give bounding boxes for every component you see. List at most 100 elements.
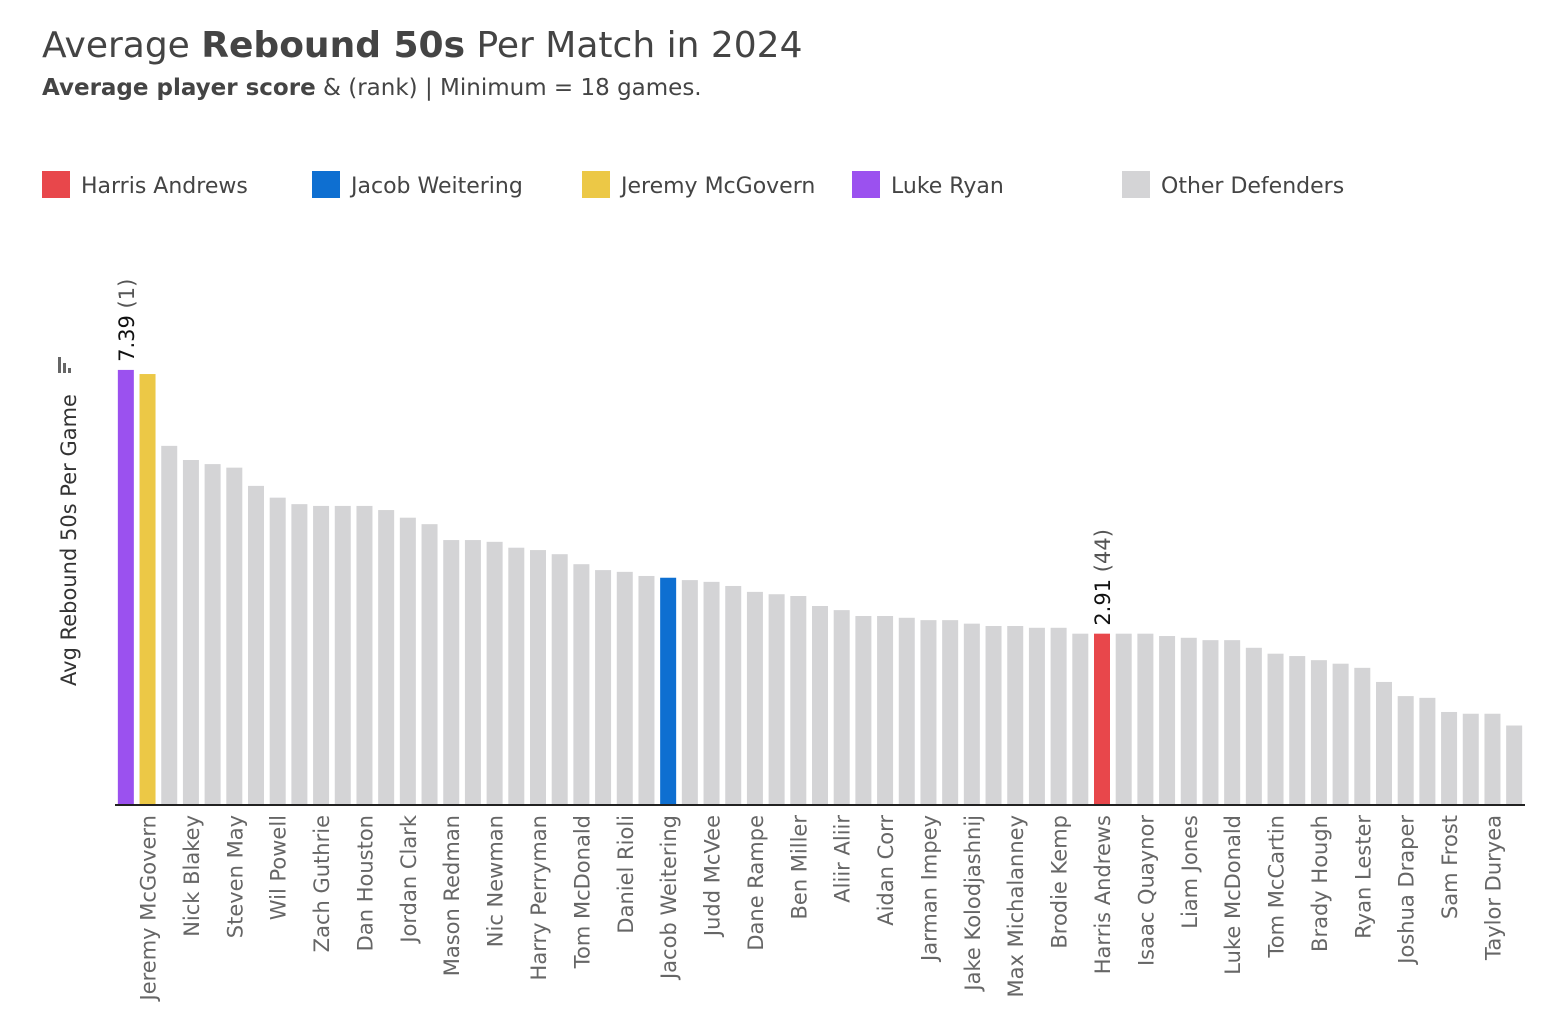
- x-tick-label: Dane Rampe: [744, 815, 768, 951]
- x-tick-label: Steven May: [223, 815, 247, 938]
- legend-swatch: [312, 171, 340, 198]
- bar: [1245, 647, 1262, 805]
- bar: [1462, 713, 1479, 805]
- bar: [226, 467, 243, 805]
- legend-label: Harris Andrews: [81, 174, 248, 199]
- x-tick-label: Harry Perryman: [527, 815, 551, 980]
- bar: [985, 626, 1002, 805]
- x-tick-label: Luke McDonald: [1221, 815, 1245, 975]
- legend-swatch: [582, 171, 610, 198]
- x-tick-label: Dan Houston: [353, 815, 377, 951]
- bar: [313, 505, 330, 805]
- bar: [1224, 640, 1241, 805]
- bar: [1115, 633, 1132, 805]
- bar: [942, 620, 959, 805]
- bar: [898, 617, 915, 805]
- x-tick-label: Judd McVee: [701, 815, 725, 938]
- value-label-rank: (1): [115, 279, 139, 309]
- title-part: Average: [42, 25, 190, 66]
- value-label: 2.91 (44): [1091, 529, 1115, 626]
- bar: [1310, 660, 1327, 805]
- x-tick-label: Isaac Quaynor: [1134, 815, 1158, 966]
- bar: [1397, 696, 1414, 805]
- y-axis-label: Avg Rebound 50s Per Game: [57, 394, 81, 686]
- bar: [464, 540, 481, 805]
- bar: [139, 374, 156, 805]
- x-tick-label: Ben Miller: [787, 815, 811, 920]
- value-label: 7.39 (1): [115, 279, 139, 362]
- bar: [1376, 681, 1392, 805]
- bar: [551, 554, 568, 805]
- bar: [1050, 627, 1067, 805]
- x-tick-label: Harris Andrews: [1091, 815, 1115, 974]
- x-tick-label: Nick Blakey: [180, 815, 204, 937]
- x-tick-label: Jake Kolodjashnij: [961, 815, 985, 993]
- x-tick-label: Tom McDonald: [570, 815, 594, 969]
- bar: [1506, 725, 1523, 805]
- x-tick-label: Ryan Lester: [1351, 815, 1375, 939]
- bar: [182, 459, 199, 805]
- x-tick-label: Zach Guthrie: [310, 815, 334, 952]
- bar: [855, 616, 872, 805]
- x-tick-label: Brady Hough: [1308, 815, 1332, 952]
- bar: [725, 585, 742, 805]
- bar: [248, 485, 264, 805]
- chart-title: Average Rebound 50s Per Match in 2024: [42, 25, 802, 66]
- bar: [1354, 667, 1371, 805]
- bar: [1332, 663, 1349, 805]
- bar: [1180, 637, 1197, 805]
- bar: [1072, 633, 1089, 805]
- title-part: Rebound 50s: [201, 25, 465, 66]
- bar: [508, 547, 525, 805]
- x-tick-label: Joshua Draper: [1395, 815, 1419, 966]
- bar: [1484, 713, 1501, 805]
- x-tick-label: Jordan Clark: [397, 814, 421, 944]
- sort-icon: [58, 357, 71, 373]
- subtitle-part: Average player score: [42, 75, 316, 101]
- bar: [746, 591, 763, 805]
- bar: [1419, 697, 1436, 805]
- bar: [356, 505, 373, 805]
- x-tick-label: Brodie Kemp: [1048, 815, 1072, 949]
- bar: [812, 606, 828, 805]
- bar: [204, 464, 221, 805]
- legend-swatch: [852, 171, 880, 198]
- x-tick-label: Tom McCartin: [1265, 815, 1289, 958]
- x-tick-label: Jarman Impey: [917, 815, 941, 963]
- x-tick-label: Mason Redman: [440, 815, 464, 976]
- bar: [399, 517, 416, 805]
- bar: [421, 524, 438, 805]
- bar: [1137, 633, 1154, 805]
- bar: [1094, 633, 1110, 805]
- value-label-value: 7.39: [115, 315, 139, 362]
- legend-swatch: [1122, 171, 1150, 198]
- x-tick-label: Taylor Duryea: [1481, 815, 1505, 961]
- bar: [1202, 640, 1219, 805]
- x-tick-label: Liam Jones: [1178, 815, 1202, 929]
- bar: [703, 581, 720, 805]
- bar: [963, 623, 980, 805]
- bar: [269, 497, 286, 805]
- bar: [833, 610, 850, 805]
- bar: [920, 620, 937, 805]
- subtitle-part: & (rank) | Minimum = 18 games.: [323, 75, 702, 101]
- legend-label: Luke Ryan: [891, 174, 1004, 199]
- bar: [530, 550, 546, 805]
- bar: [660, 577, 677, 805]
- legend-swatch: [42, 171, 70, 198]
- legend-label: Jacob Weitering: [349, 174, 523, 199]
- legend-label: Jeremy McGovern: [619, 174, 815, 199]
- chart-subtitle: Average player score & (rank) | Minimum …: [42, 75, 702, 101]
- bar: [768, 594, 785, 805]
- bar: [161, 445, 178, 805]
- bar: [638, 575, 655, 805]
- x-tick-label: Daniel Rioli: [614, 815, 638, 934]
- bar: [1007, 626, 1024, 805]
- bar: [1441, 711, 1458, 805]
- bar: [573, 564, 590, 805]
- x-tick-label: Wil Powell: [267, 815, 291, 920]
- x-tick-label: Jeremy McGovern: [137, 815, 161, 1002]
- bar: [1289, 656, 1306, 805]
- bar: [486, 541, 503, 805]
